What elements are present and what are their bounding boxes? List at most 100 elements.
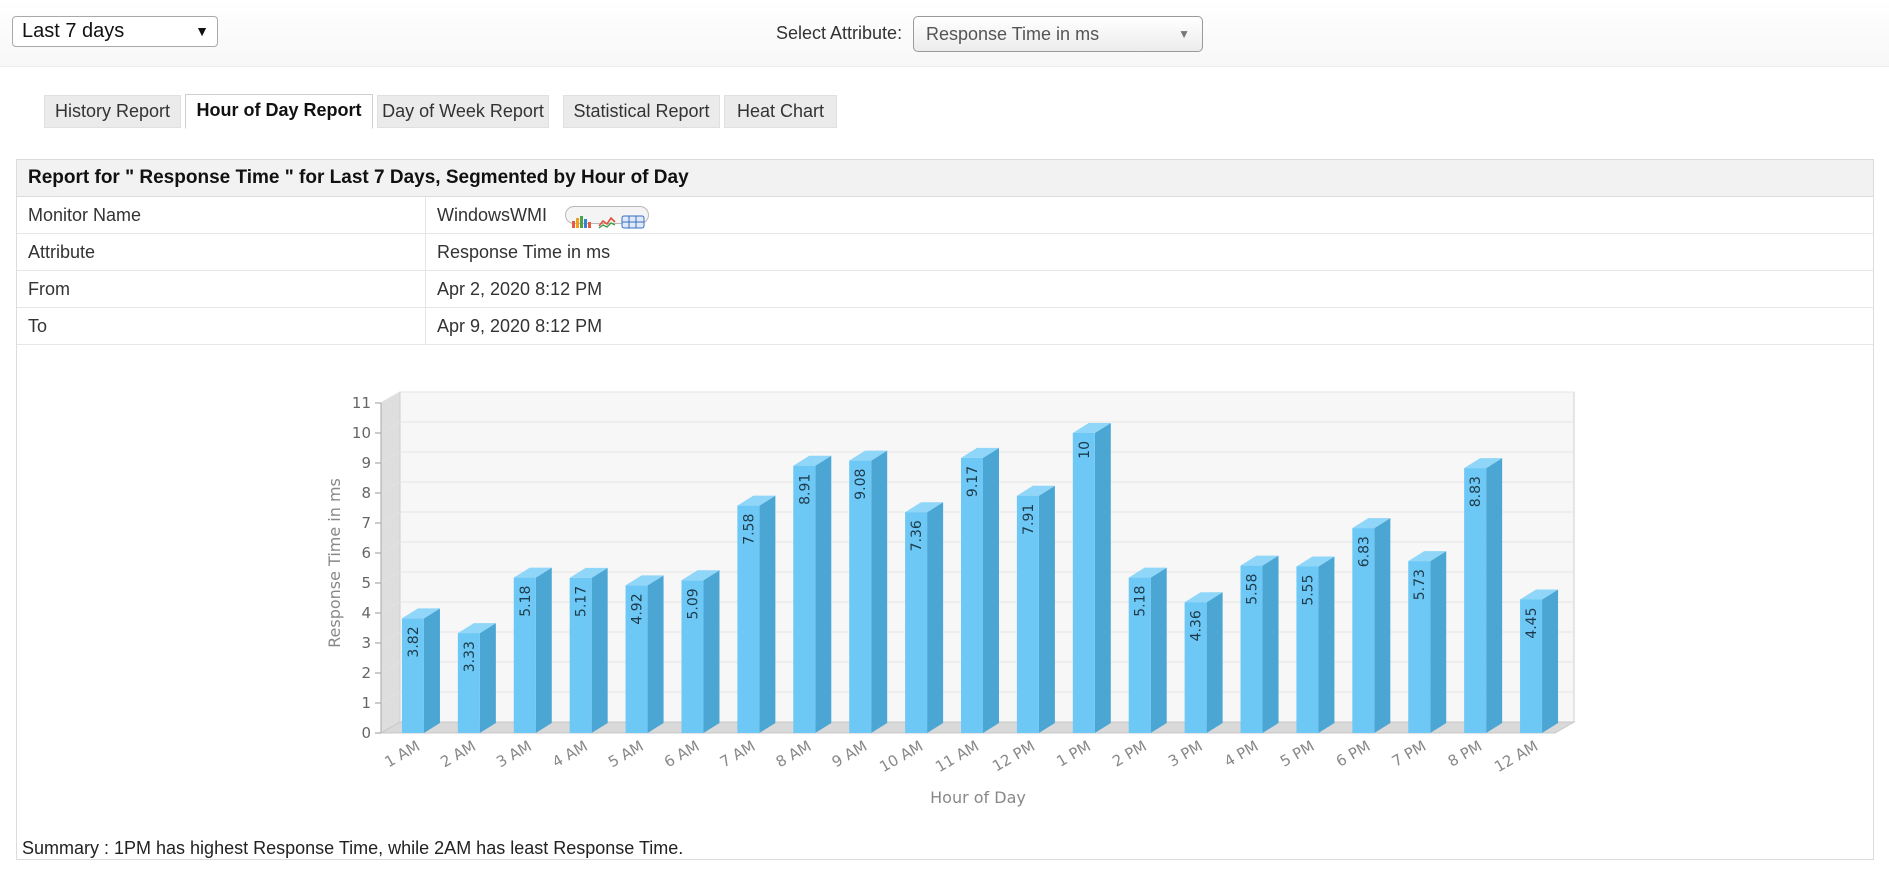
bar-chart-icon [572,216,591,228]
y-axis-label: Response Time in ms [325,478,344,648]
bar-front [1240,565,1263,733]
bar-value-label: 8.91 [797,474,813,505]
bar [625,575,664,733]
bar-value-label: 3.33 [462,641,478,672]
bar-front [513,577,536,733]
y-tick-label: 6 [361,544,371,562]
bar-side [703,570,720,733]
bar [401,608,440,733]
grid-line [380,601,401,614]
tab-label: Heat Chart [736,101,825,121]
column-divider [425,271,426,307]
bar-front [625,585,648,733]
bar-front [681,580,704,733]
bar-side [1542,589,1559,733]
bar [513,567,552,733]
bar-value-label: 7.58 [741,514,757,545]
grid-line [380,631,401,644]
bar-value-label: 5.18 [1133,586,1149,617]
bar-side [1374,518,1391,733]
bar-value-label: 7.36 [909,520,925,551]
x-tick-label: 10 AM [876,737,926,776]
bar-front [905,512,928,733]
dropdown-arrow-icon: ▼ [195,23,209,39]
bar-front [1072,433,1095,733]
y-tick-label: 5 [361,574,371,592]
x-tick-label: 6 AM [661,737,702,771]
info-key: Monitor Name [28,205,142,225]
tab-day-of-week-report[interactable]: Day of Week Report [377,95,549,128]
tab-statistical-report[interactable]: Statistical Report [563,95,720,128]
bar [681,570,720,733]
y-tick-label: 0 [361,724,371,742]
bar-side [1206,592,1223,733]
x-tick-label: 4 PM [1221,737,1261,771]
x-tick-label: 9 AM [829,737,870,771]
bar-top [905,502,944,513]
y-tick-label: 8 [361,484,371,502]
bar-side [591,567,608,733]
info-value: Apr 9, 2020 8:12 PM [437,316,603,336]
info-row-to: To Apr 9, 2020 8:12 PM [17,308,1873,345]
bar-top [513,567,552,578]
bar-value-label: 5.55 [1300,575,1316,606]
grid-line [380,571,401,584]
bar-front [961,457,983,733]
bar-top [1016,485,1055,496]
bar-top [681,570,720,581]
x-axis-label: Hour of Day [930,788,1026,807]
report-title: Report for " Response Time " for Last 7 … [17,160,1873,197]
bar [1072,423,1111,733]
bar-top [1464,458,1503,469]
y-tick-label: 7 [361,514,371,532]
bar-side [1150,567,1167,733]
bar-side [1262,555,1279,733]
bar-front [849,460,872,733]
bar-side [815,455,832,733]
bar [1464,458,1503,733]
view-icons-svg [572,215,645,229]
y-tick-label: 11 [352,394,371,412]
bar-top [1240,555,1279,566]
grid-line [380,451,401,464]
x-tick-label: 5 PM [1277,737,1317,771]
bar-value-label: 10 [1077,441,1093,459]
grid-line [380,541,401,554]
period-select[interactable]: Last 7 days ▼ [12,16,218,47]
y-tick-label: 9 [361,454,371,472]
bar-value-label: 3.82 [406,626,422,657]
bar-top [1184,592,1223,603]
x-tick-label: 6 PM [1333,737,1373,771]
bar-top [625,575,664,586]
bar-side [479,623,496,733]
bar-top [569,567,608,578]
tab-label: Hour of Day Report [196,100,362,120]
bar-value-label: 4.36 [1189,610,1205,641]
tab-hour-of-day-report[interactable]: Hour of Day Report [185,94,373,129]
y-tick-label: 10 [352,424,371,442]
tab-label: Day of Week Report [382,101,544,121]
bar-top [793,455,832,466]
x-tick-label: 7 AM [717,737,758,771]
column-divider [425,197,426,233]
info-row-monitor-name: Monitor Name WindowsWMI [17,197,1873,234]
bar-front [1464,468,1487,733]
attribute-label: Select Attribute: [776,23,903,43]
view-options-icons[interactable] [565,206,649,229]
attribute-select[interactable]: Response Time in ms ▼ [913,16,1203,52]
x-tick-label: 3 AM [493,737,534,771]
tab-heat-chart[interactable]: Heat Chart [724,95,837,128]
bar-top [1352,518,1391,529]
x-tick-label: 8 AM [773,737,814,771]
line-chart-icon [598,216,616,229]
bar [1296,556,1335,733]
bar-front [737,505,760,733]
bar [793,455,832,733]
y-tick-label: 2 [361,664,371,682]
monitor-name-link[interactable]: WindowsWMI [437,205,548,225]
tab-history-report[interactable]: History Report [44,95,181,128]
x-tick-label: 11 AM [932,737,982,776]
bar-front [793,465,816,733]
bar [1520,589,1559,733]
bar [1240,555,1279,733]
